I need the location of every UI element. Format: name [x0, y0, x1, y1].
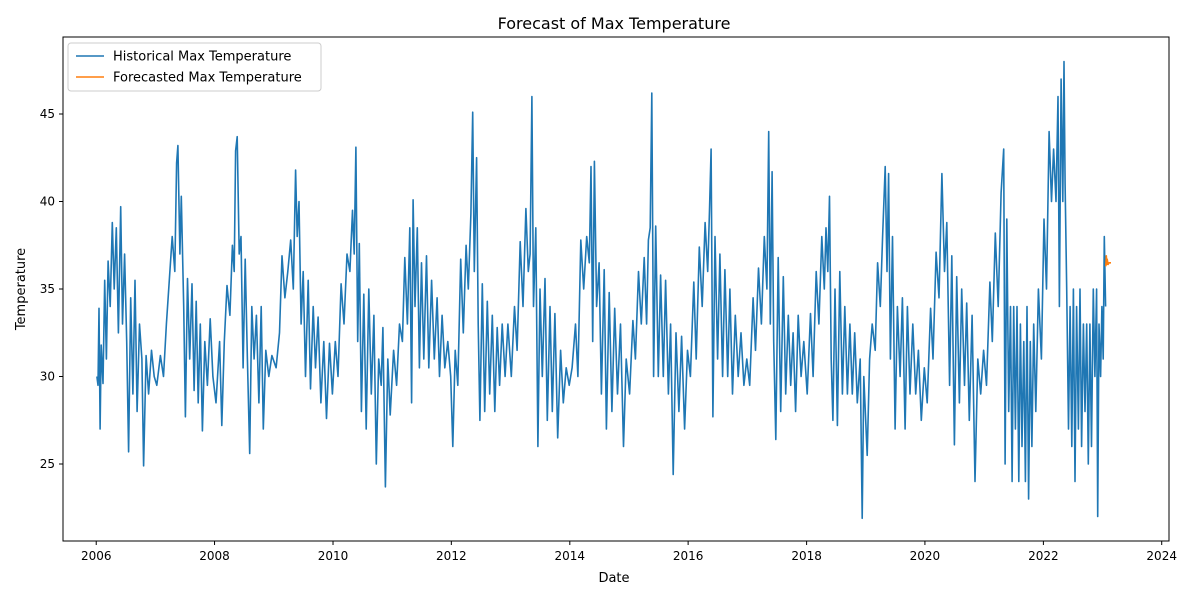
x-tick-label: 2008: [199, 549, 230, 563]
x-tick-label: 2010: [318, 549, 349, 563]
y-tick-label: 30: [40, 370, 55, 384]
y-axis: 25 30 35 40 45: [40, 107, 63, 471]
series-line-1: [96, 60, 1107, 520]
x-tick-label: 2006: [81, 549, 112, 563]
x-axis: 2006 2008 2010 2012 2014 2016 2018 2020 2022 2024: [81, 541, 1177, 563]
series-line-2: [1105, 255, 1111, 267]
legend-label-1: Historical Max Temperature: [113, 50, 291, 65]
legend: Historical Max Temperature Forecasted Max…: [67, 42, 322, 92]
x-tick-label: 2012: [436, 549, 467, 563]
chart-title: Forecast of Max Temperature: [498, 14, 731, 33]
x-tick-label: 2014: [555, 549, 586, 563]
legend-label-2: Forecasted Max Temperature: [113, 71, 302, 86]
y-tick-label: 45: [40, 107, 55, 121]
x-axis-label: Date: [598, 571, 629, 586]
x-tick-label: 2016: [673, 549, 704, 563]
plot-area-frame: [62, 36, 1170, 542]
y-tick-label: 25: [40, 457, 55, 471]
y-tick-label: 35: [40, 282, 55, 296]
legend-box: [67, 42, 322, 92]
x-tick-label: 2018: [791, 549, 822, 563]
series-layer: [96, 60, 1111, 520]
y-axis-label: Temperature: [14, 248, 29, 331]
y-tick-label: 40: [40, 195, 55, 209]
x-tick-label: 2020: [910, 549, 941, 563]
x-tick-label: 2024: [1146, 549, 1177, 563]
x-tick-label: 2022: [1028, 549, 1059, 563]
